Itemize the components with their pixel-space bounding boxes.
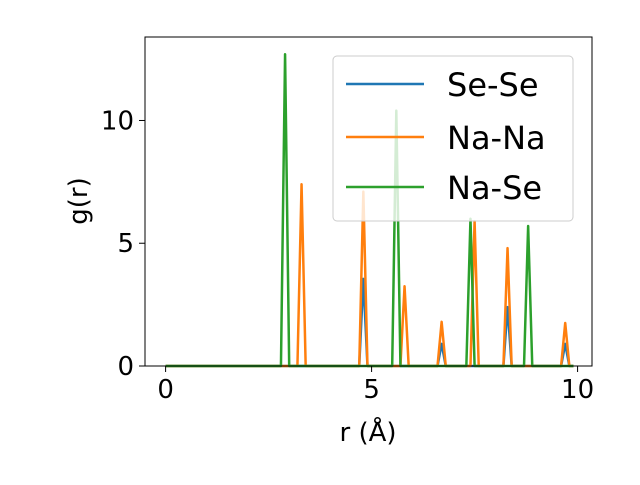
x-axis-label: r (Å): [339, 416, 396, 448]
legend-label-na-na: Na-Na: [447, 119, 546, 157]
y-tick-label: 0: [117, 352, 134, 382]
plot-frame: [144, 36, 593, 367]
legend-box: [332, 55, 574, 222]
axes-layer: [144, 36, 593, 367]
y-tick-label: 10: [101, 106, 134, 136]
x-tick-label: 0: [157, 375, 174, 405]
x-tick-label: 5: [363, 375, 380, 405]
y-tick-label: 5: [117, 229, 134, 259]
legend-label-na-se: Na-Se: [447, 169, 542, 207]
legend: Se-Se Na-Na Na-Se: [332, 55, 574, 222]
y-axis-label: g(r): [64, 177, 94, 224]
ticks-layer: 0 5 10 0 5 10: [101, 106, 594, 405]
x-tick-label: 10: [561, 375, 594, 405]
legend-label-se-se: Se-Se: [447, 66, 539, 104]
